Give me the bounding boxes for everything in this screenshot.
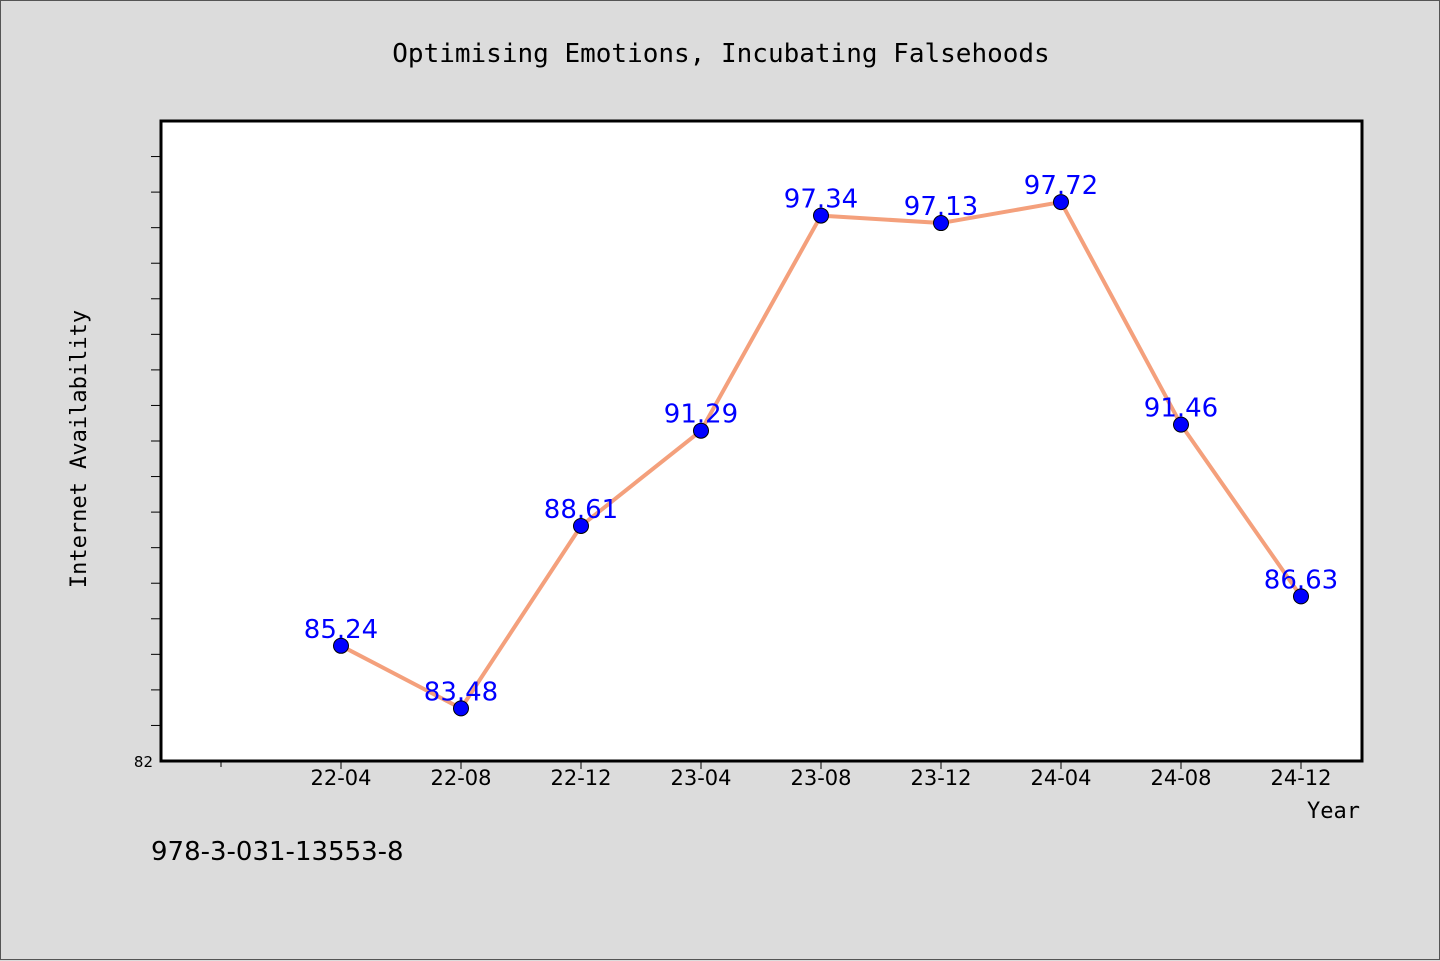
data-series: 85.24 83.48 88.61 91.29 97.34 97.13 97.72 91.46… [304, 171, 1338, 717]
data-point [813, 207, 829, 224]
y-axis-label: Internet Availability [67, 310, 92, 588]
y-tick-label: 82 [134, 753, 153, 771]
data-label: 97.72 [1024, 171, 1098, 201]
x-tick-label: 22-04 [310, 766, 371, 790]
data-point [1053, 194, 1069, 211]
x-tick-label: 22-08 [430, 766, 491, 790]
x-axis: 22-04 22-08 22-12 23-04 23-08 23-12 24-04 24-08… [220, 761, 1332, 790]
data-label: 91.46 [1144, 394, 1218, 424]
plot-area [159, 119, 1364, 763]
x-tick-label: 24-08 [1150, 766, 1211, 790]
x-tick-label: 24-04 [1030, 766, 1091, 790]
data-label: 97.13 [904, 192, 978, 222]
y-axis-ticks [151, 156, 161, 726]
data-point [453, 700, 469, 717]
data-point [1293, 588, 1309, 605]
data-label: 85.24 [304, 615, 378, 645]
x-tick-label: 23-08 [790, 766, 851, 790]
chart-title: Optimising Emotions, Incubating Falsehoo… [392, 39, 1049, 69]
isbn-label: 978-3-031-13553-8 [151, 837, 404, 867]
data-label: 97.34 [784, 185, 858, 215]
data-point [333, 637, 349, 654]
x-tick-label: 24-12 [1270, 766, 1331, 790]
x-tick-label: 23-12 [910, 766, 971, 790]
data-point [573, 517, 589, 534]
data-point [1173, 416, 1189, 433]
data-label: 88.61 [544, 495, 618, 525]
x-tick-label: 23-04 [670, 766, 731, 790]
x-axis-label: Year [1307, 799, 1360, 824]
data-point [933, 215, 949, 232]
x-tick-label: 22-12 [550, 766, 611, 790]
data-label: 86.63 [1264, 565, 1338, 595]
data-label: 91.29 [664, 400, 738, 430]
data-label: 83.48 [424, 677, 498, 707]
data-point [693, 422, 709, 439]
